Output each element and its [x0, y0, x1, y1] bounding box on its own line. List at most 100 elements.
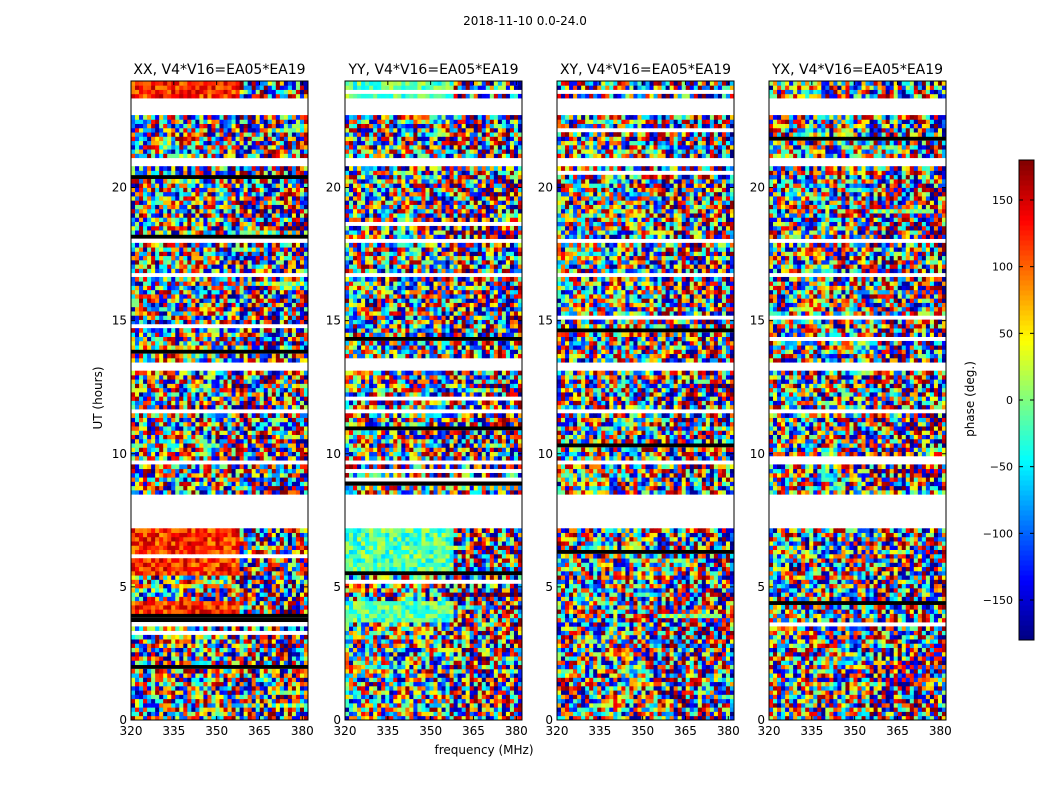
- colorbar-cell: [1019, 320, 1034, 326]
- colorbar-cell: [1019, 300, 1034, 306]
- colorbar-cell: [1019, 350, 1034, 356]
- colorbar-cell: [1019, 550, 1034, 556]
- x-tick-label: 350: [631, 724, 654, 738]
- x-tick-label: 335: [588, 724, 611, 738]
- colorbar-cell: [1019, 170, 1034, 176]
- colorbar: −150 −100 −50 0 50 100 150: [983, 159, 1035, 641]
- x-tick-label: 335: [376, 724, 399, 738]
- colorbar-cell: [1019, 240, 1034, 246]
- colorbar-cell: [1019, 415, 1034, 421]
- colorbar-cell: [1019, 420, 1034, 426]
- y-axis-label: UT (hours): [91, 338, 105, 458]
- colorbar-cell: [1019, 425, 1034, 431]
- panel-3: XY, V4*V16=EA05*EA19 320 335 350 365 380 0 5 10 1…: [538, 62, 740, 738]
- x-tick-label: 350: [419, 724, 442, 738]
- colorbar-cell: [1019, 315, 1034, 321]
- colorbar-cell: [1019, 165, 1034, 171]
- colorbar-cell: [1019, 195, 1034, 201]
- heatmap-cells: [557, 81, 734, 720]
- colorbar-cell: [1019, 560, 1034, 566]
- colorbar-cell: [1019, 305, 1034, 311]
- panel-title: YX, V4*V16=EA05*EA19: [771, 62, 943, 78]
- colorbar-cell: [1019, 245, 1034, 251]
- colorbar-cell: [1019, 440, 1034, 446]
- colorbar-cell: [1019, 600, 1034, 606]
- colorbar-cell: [1019, 200, 1034, 206]
- panel-title: XY, V4*V16=EA05*EA19: [560, 62, 731, 78]
- colorbar-cell: [1019, 330, 1034, 336]
- colorbar-cell: [1019, 565, 1034, 571]
- y-tick-label: 10: [112, 447, 127, 461]
- panel-1: XX, V4*V16=EA05*EA19 320 335 350 365 380 0 5 10 1…: [112, 62, 314, 738]
- colorbar-cell: [1019, 260, 1034, 266]
- colorbar-cell: [1019, 215, 1034, 221]
- colorbar-cell: [1019, 190, 1034, 196]
- colorbar-cell: [1019, 385, 1034, 391]
- y-tick-label: 0: [757, 713, 765, 727]
- colorbar-cell: [1019, 235, 1034, 241]
- y-tick-label: 10: [538, 447, 553, 461]
- x-tick-label: 380: [291, 724, 314, 738]
- colorbar-cell: [1019, 205, 1034, 211]
- colorbar-cell: [1019, 220, 1034, 226]
- colorbar-cell: [1019, 625, 1034, 631]
- colorbar-cell: [1019, 595, 1034, 601]
- colorbar-cell: [1019, 590, 1034, 596]
- colorbar-cell: [1019, 270, 1034, 276]
- colorbar-cell: [1019, 430, 1034, 436]
- heatmap-cells: [345, 81, 522, 720]
- x-tick-label: 320: [120, 724, 143, 738]
- colorbar-cell: [1019, 255, 1034, 261]
- y-tick-label: 15: [112, 314, 127, 328]
- colorbar-cell: [1019, 580, 1034, 586]
- colorbar-cell: [1019, 390, 1034, 396]
- colorbar-cell: [1019, 475, 1034, 481]
- heatmap-cells: [131, 81, 308, 720]
- colorbar-cell: [1019, 380, 1034, 386]
- x-tick-label: 320: [546, 724, 569, 738]
- figure-title: 2018-11-10 0.0-24.0: [0, 14, 1050, 28]
- colorbar-cell: [1019, 225, 1034, 231]
- colorbar-cell: [1019, 275, 1034, 281]
- colorbar-cell: [1019, 345, 1034, 351]
- x-tick-label: 365: [462, 724, 485, 738]
- y-tick-label: 20: [750, 181, 765, 195]
- colorbar-cell: [1019, 610, 1034, 616]
- y-tick-label: 10: [750, 447, 765, 461]
- y-tick-label: 0: [119, 713, 127, 727]
- colorbar-tick-label: −100: [983, 527, 1013, 540]
- x-tick-label: 365: [886, 724, 909, 738]
- colorbar-cell: [1019, 370, 1034, 376]
- x-tick-label: 380: [929, 724, 952, 738]
- colorbar-cell: [1019, 535, 1034, 541]
- colorbar-cell: [1019, 290, 1034, 296]
- colorbar-cell: [1019, 175, 1034, 181]
- heatmap-cells: [769, 81, 946, 720]
- colorbar-cell: [1019, 360, 1034, 366]
- y-tick-label: 0: [545, 713, 553, 727]
- colorbar-cell: [1019, 455, 1034, 461]
- colorbar-cell: [1019, 575, 1034, 581]
- colorbar-tick-label: 150: [992, 194, 1013, 207]
- y-tick-label: 15: [326, 314, 341, 328]
- colorbar-cell: [1019, 355, 1034, 361]
- y-tick-label: 20: [326, 181, 341, 195]
- colorbar-cell: [1019, 510, 1034, 516]
- y-tick-label: 5: [333, 580, 341, 594]
- axes-frame: [344, 80, 523, 721]
- colorbar-tick-label: −50: [990, 461, 1013, 474]
- colorbar-cell: [1019, 250, 1034, 256]
- colorbar-cell: [1019, 485, 1034, 491]
- x-tick-label: 365: [248, 724, 271, 738]
- x-tick-label: 380: [505, 724, 528, 738]
- y-tick-label: 5: [545, 580, 553, 594]
- colorbar-cell: [1019, 310, 1034, 316]
- colorbar-tick-label: 0: [1006, 394, 1013, 407]
- x-tick-label: 335: [162, 724, 185, 738]
- panel-4: YX, V4*V16=EA05*EA19 320 335 350 365 380 0 5 10 1…: [750, 62, 952, 738]
- colorbar-cell: [1019, 435, 1034, 441]
- colorbar-cell: [1019, 185, 1034, 191]
- colorbar-cell: [1019, 450, 1034, 456]
- y-tick-label: 5: [757, 580, 765, 594]
